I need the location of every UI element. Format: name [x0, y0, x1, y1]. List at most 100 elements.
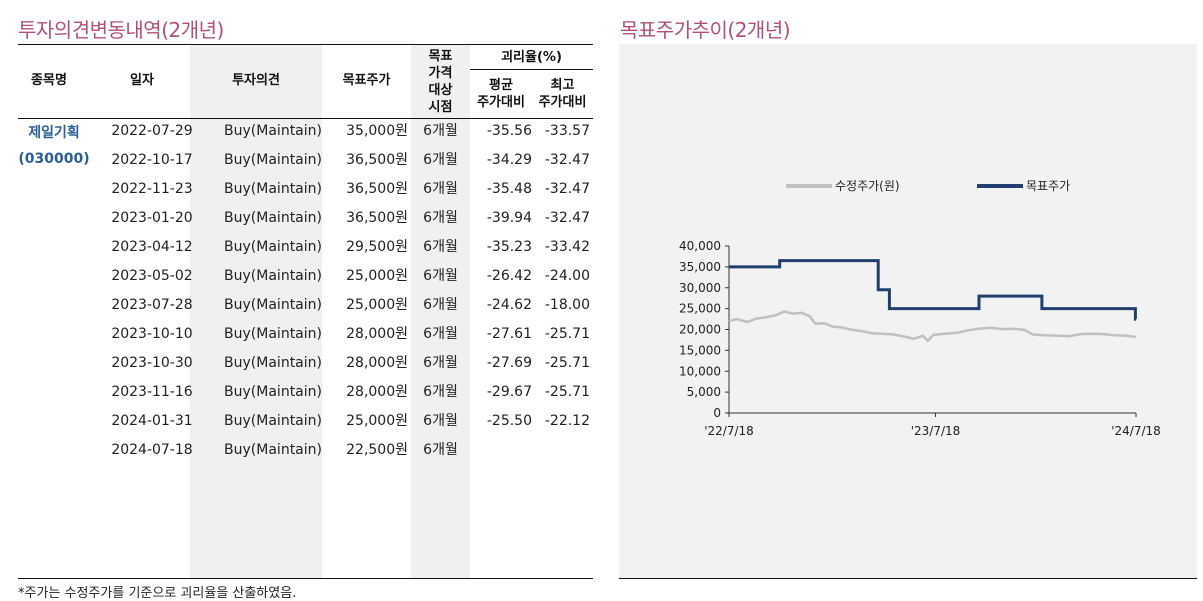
table-row: 2022-07-29 Buy(Maintain) 35,000원 6개월 -35.56-… — [18, 117, 593, 146]
cell-period: 6개월 — [423, 210, 458, 226]
header-max-line: 최고 — [550, 78, 575, 93]
cell-date: 2023-04-12 — [111, 239, 193, 255]
cell-max: -22.12 — [544, 413, 590, 429]
cell-target: 28,000원 — [346, 326, 408, 342]
cell-opinion: Buy(Maintain) — [224, 355, 322, 371]
cell-period: 6개월 — [423, 413, 458, 429]
price-series-line — [728, 310, 1137, 343]
table-row: 2023-04-12 Buy(Maintain) 29,500원 6개월 -35.23-… — [18, 233, 593, 262]
target-series-line — [729, 259, 1137, 321]
cell-max: -18.00 — [544, 297, 590, 313]
chart-bottom-rule — [619, 578, 1197, 579]
table-row: 2024-07-18 Buy(Maintain) 22,500원 6개월 — [18, 436, 593, 465]
cell-period: 6개월 — [423, 442, 458, 458]
cell-date: 2022-11-23 — [111, 181, 193, 197]
cell-period: 6개월 — [423, 181, 458, 197]
cell-max: -32.47 — [544, 210, 590, 226]
company-code: (030000) — [18, 151, 90, 167]
header-target-price: 목표주가 — [342, 73, 391, 88]
y-tick-label: 10,000 — [679, 364, 721, 378]
cell-max: -25.71 — [544, 326, 590, 342]
cell-date: 2022-10-17 — [111, 152, 193, 168]
header-period-line: 가격 — [428, 66, 453, 81]
cell-period: 6개월 — [423, 297, 458, 313]
table-row: 2022-11-23 Buy(Maintain) 36,500원 6개월 -35.48-… — [18, 175, 593, 204]
table-row: 2023-10-30 Buy(Maintain) 28,000원 6개월 -27.69-… — [18, 349, 593, 378]
cell-opinion: Buy(Maintain) — [224, 268, 322, 284]
cell-target: 35,000원 — [346, 123, 408, 139]
cell-period: 6개월 — [423, 326, 458, 342]
cell-target: 25,000원 — [346, 297, 408, 313]
cell-date: 2023-05-02 — [111, 268, 193, 284]
cell-target: 28,000원 — [346, 384, 408, 400]
cell-date: 2022-07-29 — [111, 123, 193, 139]
cell-avg: -27.69 — [486, 355, 532, 371]
cell-opinion: Buy(Maintain) — [224, 239, 322, 255]
cell-max: -33.57 — [544, 123, 590, 139]
x-tick-label: '23/7/18 — [911, 424, 961, 438]
table-row: 2023-11-16 Buy(Maintain) 28,000원 6개월 -29.67-… — [18, 378, 593, 407]
cell-avg: -35.23 — [486, 239, 532, 255]
header-opinion: 투자의견 — [232, 73, 280, 88]
cell-target: 22,500원 — [346, 442, 408, 458]
cell-avg: -26.42 — [486, 268, 532, 284]
header-period-line: 시점 — [428, 100, 453, 115]
header-name: 종목명 — [31, 73, 67, 88]
cell-date: 2023-11-16 — [111, 384, 193, 400]
header-avg-price-ratio: 평균 주가대비 — [470, 77, 532, 111]
cell-avg: -24.62 — [486, 297, 532, 313]
cell-target: 25,000원 — [346, 413, 408, 429]
table-row: 2023-07-28 Buy(Maintain) 25,000원 6개월 -24.62-… — [18, 291, 593, 320]
cell-avg: -35.48 — [486, 181, 532, 197]
table-row: 2023-01-20 Buy(Maintain) 36,500원 6개월 -39.94-… — [18, 204, 593, 233]
cell-opinion: Buy(Maintain) — [224, 442, 322, 458]
cell-avg: -25.50 — [486, 413, 532, 429]
cell-date: 2023-10-30 — [111, 355, 193, 371]
header-avg-line: 주가대비 — [477, 95, 525, 110]
cell-target: 25,000원 — [346, 268, 408, 284]
legend-target-label: 목표주가 — [1026, 179, 1070, 193]
cell-max: -32.47 — [544, 152, 590, 168]
header-disparity-ratio: 괴리율(%) — [501, 50, 562, 65]
table-bottom-rule — [18, 578, 593, 579]
cell-period: 6개월 — [423, 123, 458, 139]
cell-period: 6개월 — [423, 355, 458, 371]
y-tick-label: 30,000 — [679, 281, 721, 295]
cell-date: 2024-07-18 — [111, 442, 193, 458]
ratio-header-rule — [470, 69, 593, 70]
cell-period: 6개월 — [423, 268, 458, 284]
y-tick-label: 15,000 — [679, 343, 721, 357]
header-max-line: 주가대비 — [538, 95, 587, 110]
cell-max: -25.71 — [544, 384, 590, 400]
cell-opinion: Buy(Maintain) — [224, 326, 322, 342]
cell-period: 6개월 — [423, 384, 458, 400]
cell-date: 2023-07-28 — [111, 297, 193, 313]
y-tick-label: 35,000 — [679, 260, 721, 274]
cell-max: -24.00 — [544, 268, 590, 284]
footnote: *주가는 수정주가를 기준으로 괴리율을 산출하였음. — [18, 586, 297, 601]
cell-target: 28,000원 — [346, 355, 408, 371]
cell-date: 2023-01-20 — [111, 210, 193, 226]
opinion-column-shade — [190, 44, 322, 578]
opinion-history-table: 종목명 일자 투자의견 목표주가 목표 가격 대상 시점 괴리율(%) 평균 주… — [18, 44, 593, 580]
company-name: 제일기획 — [28, 125, 80, 141]
cell-period: 6개월 — [423, 239, 458, 255]
cell-avg: -27.61 — [486, 326, 532, 342]
header-avg-line: 평균 — [489, 78, 513, 93]
y-tick-label: 20,000 — [679, 323, 721, 337]
header-target-period: 목표 가격 대상 시점 — [411, 48, 470, 116]
y-tick-label: 25,000 — [679, 302, 721, 316]
cell-opinion: Buy(Maintain) — [224, 123, 322, 139]
cell-date: 2024-01-31 — [111, 413, 193, 429]
legend-price-label: 수정주가(원) — [835, 179, 900, 193]
cell-target: 36,500원 — [346, 181, 408, 197]
cell-target: 36,500원 — [346, 152, 408, 168]
x-tick-label: '22/7/18 — [704, 424, 754, 438]
header-date: 일자 — [130, 73, 154, 88]
target-price-chart: 0 5,000 10,000 15,000 20,000 25,000 30,000 35,0… — [679, 179, 1161, 438]
cell-max: -32.47 — [544, 181, 590, 197]
right-section-title: 목표주가추이(2개년) — [620, 18, 791, 42]
cell-avg: -39.94 — [486, 210, 532, 226]
table-top-rule — [18, 44, 593, 45]
cell-avg: -29.67 — [486, 384, 532, 400]
